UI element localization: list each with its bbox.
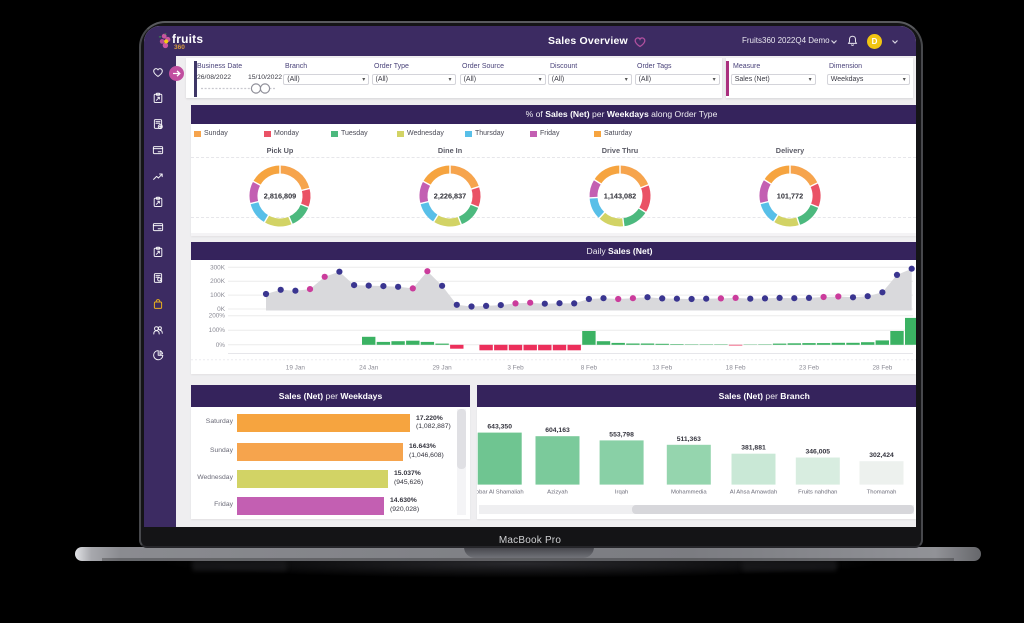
svg-text:24 Jan: 24 Jan <box>359 364 379 371</box>
svg-text:1,143,082: 1,143,082 <box>604 192 636 201</box>
svg-text:200%: 200% <box>209 312 226 319</box>
svg-text:13 Feb: 13 Feb <box>652 364 672 371</box>
svg-text:604,163: 604,163 <box>545 427 570 434</box>
svg-text:302,424: 302,424 <box>869 452 894 459</box>
svg-text:Fruits nahdhan: Fruits nahdhan <box>798 490 837 496</box>
svg-text:3 Feb: 3 Feb <box>507 364 524 371</box>
svg-text:101,772: 101,772 <box>777 192 803 201</box>
svg-text:2,816,809: 2,816,809 <box>264 192 296 201</box>
svg-text:Thomamah: Thomamah <box>866 490 896 496</box>
svg-text:Azizyah: Azizyah <box>547 490 568 496</box>
svg-text:19 Jan: 19 Jan <box>286 364 306 371</box>
svg-text:Al Ahsa Amawdah: Al Ahsa Amawdah <box>729 490 776 496</box>
svg-text:28 Feb: 28 Feb <box>872 364 892 371</box>
svg-text:300K: 300K <box>210 264 226 271</box>
svg-text:0K: 0K <box>217 306 226 313</box>
svg-text:18 Feb: 18 Feb <box>726 364 746 371</box>
svg-text:Mohammedia: Mohammedia <box>670 490 706 496</box>
svg-text:346,005: 346,005 <box>805 449 830 456</box>
svg-text:100K: 100K <box>210 292 226 299</box>
svg-text:23 Feb: 23 Feb <box>799 364 819 371</box>
svg-text:0%: 0% <box>216 341 226 348</box>
svg-text:Irqah: Irqah <box>614 490 627 496</box>
svg-text:8 Feb: 8 Feb <box>581 364 598 371</box>
svg-text:643,350: 643,350 <box>487 424 512 431</box>
svg-text:553,798: 553,798 <box>609 431 634 438</box>
svg-text:200K: 200K <box>210 278 226 285</box>
svg-text:381,881: 381,881 <box>741 445 766 452</box>
svg-text:obar Al Shamaliah: obar Al Shamaliah <box>477 490 524 496</box>
svg-text:100%: 100% <box>209 327 226 334</box>
svg-text:2,226,837: 2,226,837 <box>434 192 466 201</box>
svg-text:29 Jan: 29 Jan <box>432 364 452 371</box>
svg-text:511,363: 511,363 <box>676 436 700 443</box>
